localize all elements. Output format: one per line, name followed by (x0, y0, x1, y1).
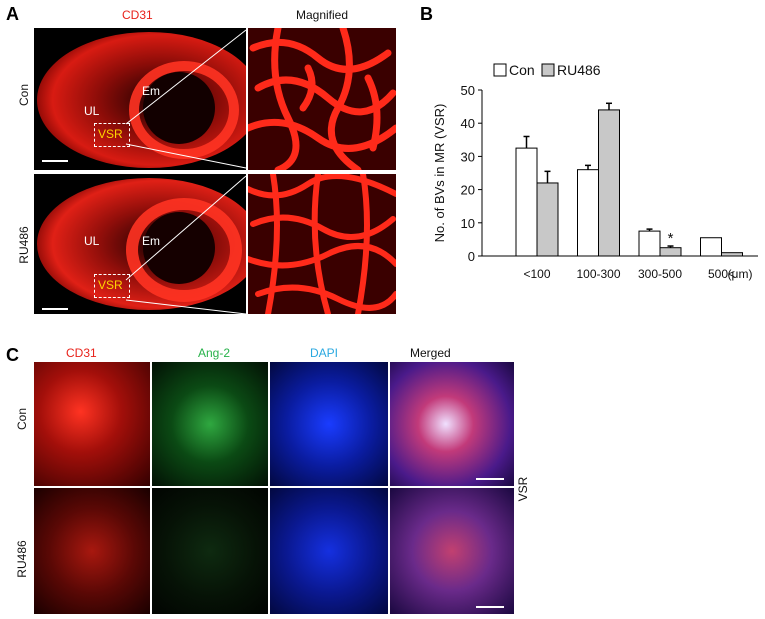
legend-label-con: Con (509, 62, 535, 78)
panel-a-zoom-lines (125, 29, 247, 315)
bar-con-0 (515, 147, 538, 257)
y-tick-label: 50 (461, 83, 475, 98)
significance-asterisk: * (668, 230, 674, 247)
panel-c-con-dapi-image (270, 362, 388, 486)
panel-c-ru486-cd31-image (34, 488, 150, 614)
y-tick-label: 0 (468, 249, 475, 264)
panel-a-con-magnified-image (248, 28, 396, 170)
panel-a-header-magnified: Magnified (296, 8, 349, 22)
panel-a-ru486-em-label: Em (142, 234, 160, 248)
bar-ru486-1 (598, 109, 620, 257)
panel-a-row-label-con: Con (17, 84, 31, 107)
panel-c-con-cd31-image (34, 362, 150, 486)
panel-c-con-ang2-image (152, 362, 268, 486)
bar-ru486-3 (721, 252, 743, 257)
x-tick-label: <100 (523, 267, 550, 281)
panel-a-con-scale-bar (42, 160, 68, 162)
panel-a-ru486-overview-image: UL Em VSR (34, 174, 246, 314)
y-tick-label: 20 (461, 183, 475, 198)
panel-c-ru486-dapi-image (270, 488, 388, 614)
panel-a-ru486-vsr-box (94, 274, 130, 298)
panel-c-con-merged-image (390, 362, 514, 486)
x-unit-label: (μm) (728, 267, 753, 281)
panel-a-con-em-label: Em (142, 84, 160, 98)
bar-con-3 (700, 237, 722, 257)
bar-ru486-0 (536, 182, 559, 257)
legend-swatch-con (493, 63, 507, 77)
panel-a-ru486-vsr-label: VSR (98, 278, 123, 292)
bar-con-2 (638, 230, 661, 257)
panel-c-side-label-vsr: VSR (516, 476, 530, 502)
panel-c-row-label-con: Con (15, 408, 29, 431)
panel-c-letter: C (6, 345, 19, 365)
y-tick-label: 30 (461, 149, 475, 164)
y-axis-label: No. of BVs in MR (VSR) (432, 104, 447, 243)
x-tick-label: 300-500 (638, 267, 682, 281)
panel-c-ru486-ang2-image (152, 488, 268, 614)
bar-ru486-2 (659, 247, 682, 257)
y-tick-label: 40 (461, 116, 475, 131)
panel-a-con-vsr-label: VSR (98, 127, 123, 141)
panel-a-ru486-ul-label: UL (84, 234, 100, 248)
panel-c-row-label-ru486: RU486 (15, 540, 29, 578)
panel-a-row-label-ru486: RU486 (17, 226, 31, 264)
panel-c-con-scale-bar (476, 478, 504, 480)
panel-a-con-ul-label: UL (84, 104, 100, 118)
panel-a-ru486-magnified-image (248, 174, 396, 314)
panel-c-col-label-dapi: DAPI (310, 346, 339, 360)
panel-c-col-label-ang2: Ang-2 (198, 346, 231, 360)
panel-c-ru486-merged-image (390, 488, 514, 614)
x-tick-label: 100-300 (576, 267, 620, 281)
panel-c-col-label-merged: Merged (410, 346, 451, 360)
bar-con-1 (577, 169, 599, 257)
panel-a-header-cd31: CD31 (122, 8, 153, 22)
panel-a-ru486-scale-bar (42, 308, 68, 310)
x-tick-label: 500< (708, 267, 735, 281)
panel-a-con-overview-image: UL Em VSR (34, 28, 246, 170)
y-tick-label: 10 (461, 216, 475, 231)
panel-c-col-label-cd31: CD31 (66, 346, 97, 360)
panel-b-letter: B (420, 4, 433, 24)
legend-label-ru486: RU486 (557, 62, 601, 78)
panel-c-ru486-scale-bar (476, 606, 504, 608)
legend-swatch-ru486 (541, 63, 555, 77)
panel-a-con-vsr-box (94, 123, 130, 147)
panel-a-letter: A (6, 4, 19, 24)
panel-b-bar-chart: 0 10 20 30 40 50 No. of BVs in MR (VSR) <100 100… (432, 62, 758, 281)
